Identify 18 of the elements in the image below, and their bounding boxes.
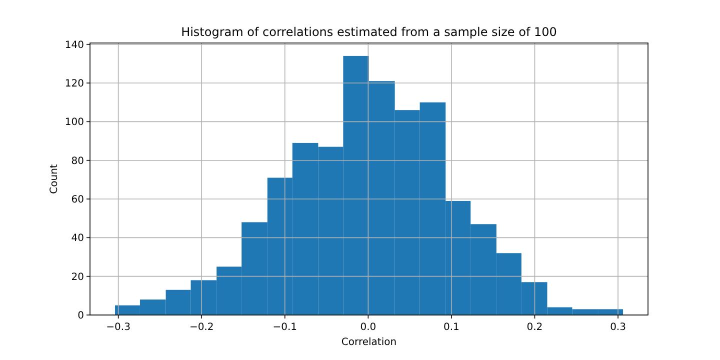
y-tick-label: 0 (78, 310, 84, 322)
x-tick-label: 0.3 (610, 322, 626, 333)
x-tick-label: −0.2 (189, 322, 214, 333)
x-tick-label: −0.3 (106, 322, 130, 333)
y-tick-label: 80 (71, 156, 84, 167)
x-tick-label: 0.2 (526, 322, 543, 333)
y-tick-label: 100 (64, 117, 84, 128)
x-tick-label: −0.1 (272, 322, 298, 333)
y-axis-title: Count (49, 164, 60, 194)
y-tick-label: 120 (64, 78, 84, 90)
x-tick-label: 0.1 (444, 322, 460, 333)
x-axis-title: Correlation (341, 337, 397, 348)
y-tick-label: 20 (71, 272, 84, 283)
x-tick-label: 0.0 (360, 322, 376, 333)
y-tick-label: 40 (71, 233, 84, 244)
chart-title: Histogram of correlations estimated from a sample size of 100 (181, 25, 557, 39)
y-tick-label: 60 (71, 194, 84, 206)
y-tick-label: 140 (64, 40, 84, 51)
